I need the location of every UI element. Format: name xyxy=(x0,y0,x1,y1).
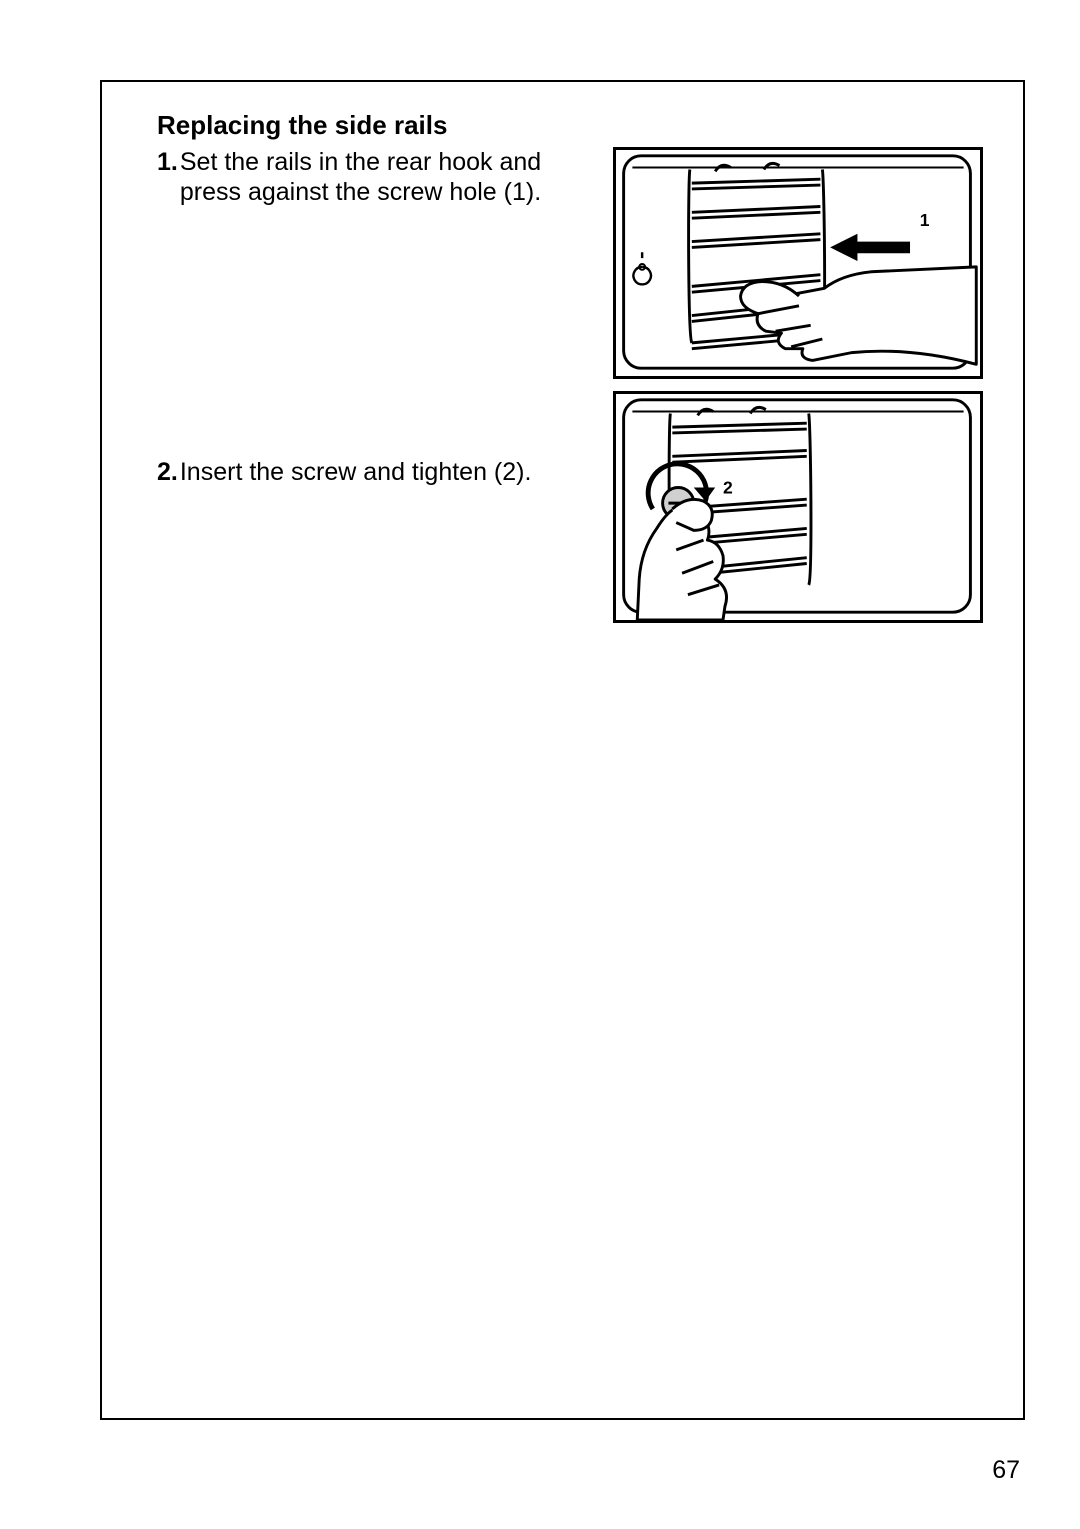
step-1: 1. Set the rails in the rear hook and pr… xyxy=(157,147,581,207)
figure-column: 1 xyxy=(613,147,993,623)
figure-2-svg: 2 xyxy=(616,394,980,620)
figure-2: 2 xyxy=(613,391,983,623)
hand-2 xyxy=(637,499,726,620)
page: Replacing the side rails 1. Set the rail… xyxy=(0,0,1080,1529)
step-2-text: Insert the screw and tighten (2). xyxy=(180,457,581,487)
step-1-text: Set the rails in the rear hook and press… xyxy=(180,147,581,207)
section-heading: Replacing the side rails xyxy=(157,110,993,141)
step-1-num: 1. xyxy=(157,147,178,207)
step-2: 2. Insert the screw and tighten (2). xyxy=(157,457,581,487)
arrow-1: 1 xyxy=(830,210,930,261)
hand-1 xyxy=(741,267,977,364)
page-number: 67 xyxy=(992,1456,1020,1485)
step-2-num: 2. xyxy=(157,457,178,487)
spacer xyxy=(157,207,581,457)
content-frame: Replacing the side rails 1. Set the rail… xyxy=(100,80,1025,1420)
figure-1-svg: 1 xyxy=(616,150,980,376)
callout-1-label: 1 xyxy=(920,210,930,230)
figure-1: 1 xyxy=(613,147,983,379)
callout-2-label: 2 xyxy=(723,477,733,497)
steps-grid: 1. Set the rails in the rear hook and pr… xyxy=(157,147,993,623)
text-column: 1. Set the rails in the rear hook and pr… xyxy=(157,147,581,623)
